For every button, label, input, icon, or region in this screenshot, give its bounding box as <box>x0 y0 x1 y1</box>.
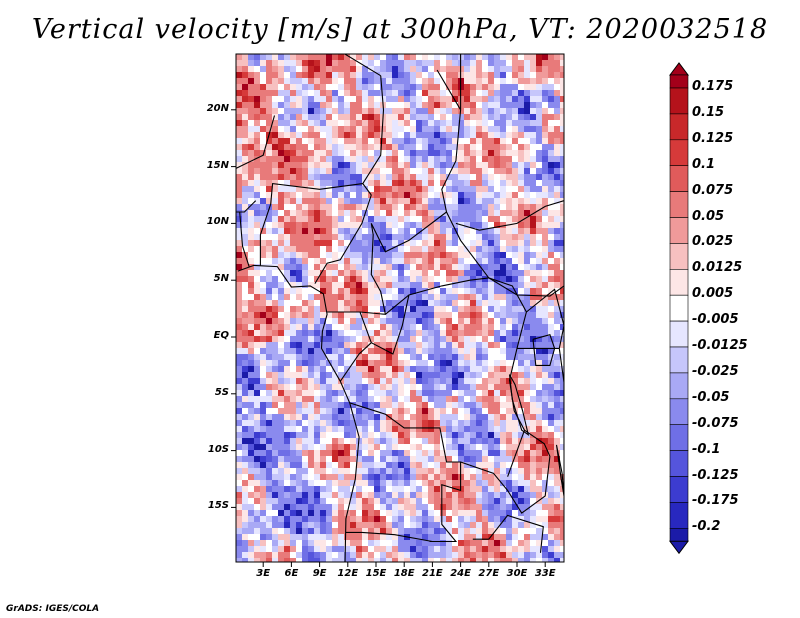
border-line <box>239 211 250 267</box>
colorbar-segment <box>669 139 689 167</box>
colorbar-segment <box>669 191 689 218</box>
y-tick-label: 5N <box>213 273 229 285</box>
y-tick-label: 10N <box>206 216 229 228</box>
x-tick-label: 3E <box>256 568 271 579</box>
colorbar-label: -0.1 <box>692 441 721 457</box>
colorbar-segment <box>669 450 689 477</box>
border-line <box>436 69 462 111</box>
colorbar-label: 0.025 <box>692 234 734 250</box>
colorbar-label: 0.1 <box>692 156 716 172</box>
colorbar-top-arrow <box>669 62 689 76</box>
border-line <box>488 277 527 477</box>
border-line <box>508 374 530 436</box>
x-tick-label: 30E <box>506 568 528 579</box>
colorbar-segment <box>669 476 689 503</box>
x-tick-label: 9E <box>312 568 327 579</box>
y-tick-label: 5S <box>214 386 229 398</box>
colorbar-segment <box>669 268 689 296</box>
colorbar-label: 0.075 <box>692 182 734 198</box>
colorbar-segment <box>669 113 689 141</box>
border-line <box>460 429 551 514</box>
colorbar-segment <box>669 87 689 115</box>
colorbar-segment <box>669 320 689 348</box>
y-tick-label: EQ <box>213 330 229 341</box>
border-line <box>441 109 462 213</box>
colorbar-label: 0.0125 <box>692 260 743 276</box>
colorbar-label: 0.05 <box>692 208 725 224</box>
border-line <box>236 200 257 213</box>
y-tick-label: 10S <box>207 443 229 455</box>
border-line <box>327 223 387 315</box>
border-line <box>488 277 564 297</box>
border-line <box>385 277 489 315</box>
border-line <box>362 75 385 196</box>
border-line <box>345 531 433 543</box>
colorbar-segment <box>669 243 689 270</box>
colorbar-label: -0.125 <box>692 467 739 483</box>
colorbar-label: -0.0125 <box>692 338 748 353</box>
colorbar-segment <box>669 372 689 400</box>
colorbar-label: -0.2 <box>692 519 721 535</box>
colorbar-segment <box>669 502 689 529</box>
colorbar-label: -0.05 <box>692 389 730 405</box>
x-tick-label: 24E <box>450 568 471 579</box>
border-line <box>259 203 272 266</box>
colorbar-segment <box>669 346 689 374</box>
border-line <box>236 115 276 170</box>
x-tick-label: 27E <box>478 568 500 579</box>
colorbar-label: -0.075 <box>692 415 739 431</box>
colorbar-label: -0.005 <box>692 312 739 328</box>
colorbar-label: 0.15 <box>692 104 725 120</box>
colorbar-segment <box>669 74 689 89</box>
border-line <box>532 334 556 366</box>
colorbar-segment <box>669 527 689 542</box>
plot-frame <box>235 53 565 563</box>
colorbar-segment <box>669 165 689 192</box>
border-line <box>555 444 564 497</box>
x-tick-label: 21E <box>422 568 443 579</box>
colorbar-bottom-arrow <box>669 540 689 555</box>
border-line <box>455 200 564 231</box>
y-tick-label: 15N <box>206 159 229 171</box>
x-tick-label: 15E <box>365 568 387 579</box>
border-line <box>270 182 363 205</box>
colorbar-segment <box>669 294 689 322</box>
chart-title: Vertical velocity [m/s] at 300hPa, VT: 2… <box>31 14 769 45</box>
colorbar-label: 0.005 <box>692 286 734 302</box>
border-line <box>488 514 544 553</box>
colorbar-label: -0.175 <box>692 493 739 509</box>
colorbar-label: 0.175 <box>692 79 734 94</box>
grads-credit: GrADS: IGES/COLA <box>6 604 100 614</box>
colorbar-segment <box>669 217 689 244</box>
x-tick-label: 18E <box>393 568 415 579</box>
border-line <box>349 402 462 543</box>
velocity-field <box>236 54 564 562</box>
border-line <box>371 294 410 355</box>
y-tick-label: 20N <box>206 102 229 114</box>
y-tick-label: 15S <box>207 500 229 512</box>
x-tick-label: 6E <box>284 568 299 579</box>
border-line <box>370 211 490 279</box>
colorbar-label: 0.125 <box>692 130 734 146</box>
border-line <box>526 288 564 349</box>
border-line <box>314 194 372 284</box>
colorbar-segment <box>669 424 689 451</box>
border-line <box>558 348 564 451</box>
x-tick-label: 33E <box>534 568 556 579</box>
border-line <box>343 54 381 77</box>
border-line <box>237 264 360 562</box>
colorbar-label: -0.025 <box>692 363 739 379</box>
colorbar-segment <box>669 398 689 425</box>
x-tick-label: 12E <box>337 568 359 579</box>
